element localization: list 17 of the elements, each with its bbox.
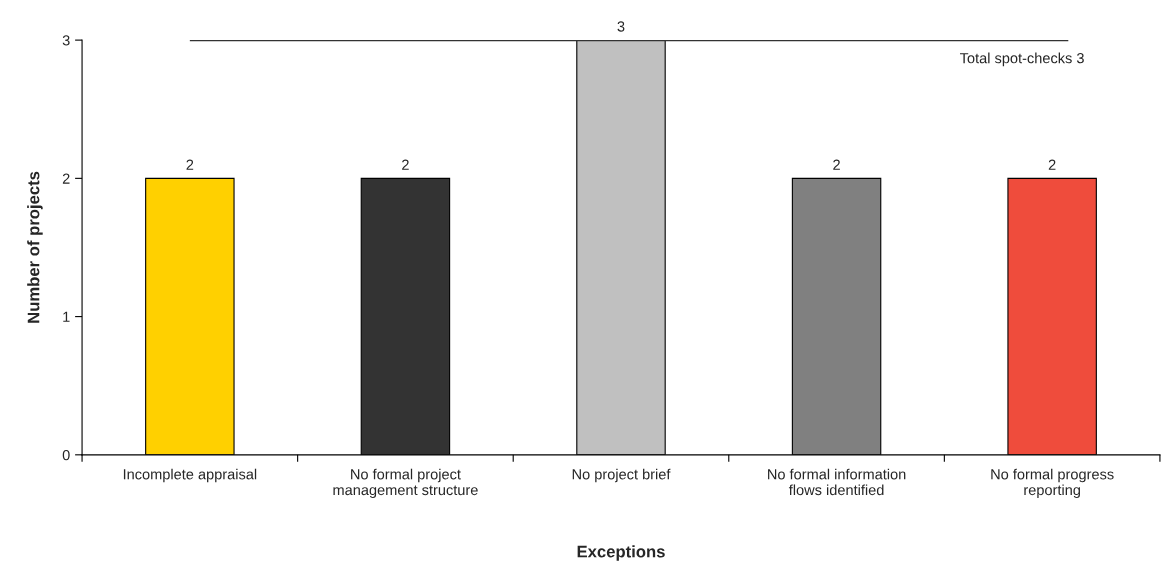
x-tick-label: Incomplete appraisal xyxy=(123,468,257,483)
y-tick-label: 2 xyxy=(62,173,70,184)
x-tick-label: No formal project management structure xyxy=(333,468,478,499)
y-axis-title: Number of projects xyxy=(27,171,43,323)
x-tick-label: No formal information flows identified xyxy=(768,468,906,496)
data-label: 3 xyxy=(617,21,625,32)
data-label: 2 xyxy=(402,159,409,170)
ref-line-label: Total spot-checks 3 xyxy=(959,52,1084,67)
y-tick-label: 0 xyxy=(62,449,70,461)
y-tick-label: 3 xyxy=(62,35,70,46)
x-tick-label: No formal progress reporting xyxy=(991,468,1114,499)
data-label: 2 xyxy=(1048,159,1056,170)
data-label: 2 xyxy=(833,159,840,170)
y-tick-label: 1 xyxy=(63,311,70,322)
x-axis-title: Exceptions xyxy=(577,545,665,561)
data-label: 2 xyxy=(186,159,194,170)
x-tick-label: No project brief xyxy=(572,468,671,483)
